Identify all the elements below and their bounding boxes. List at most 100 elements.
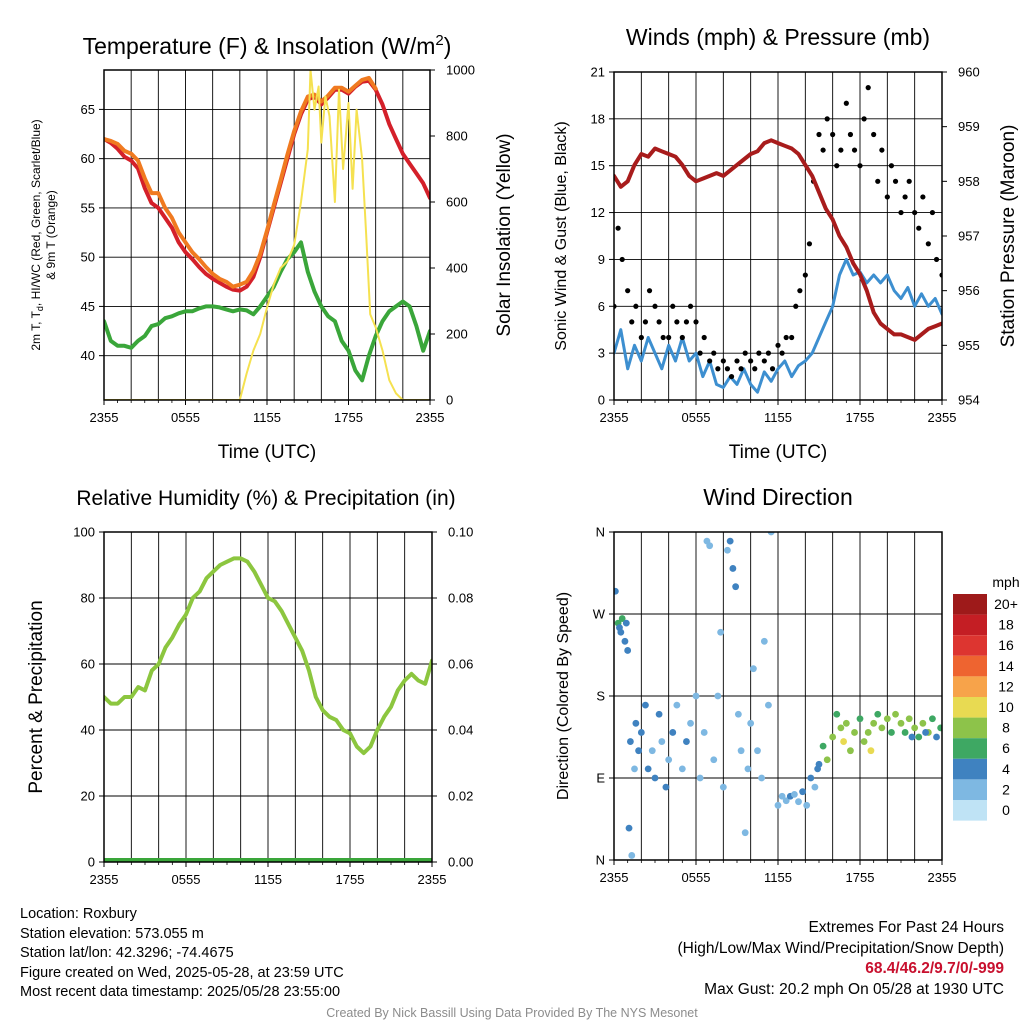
9m-t-line bbox=[104, 75, 378, 289]
colorbar-swatch bbox=[953, 614, 987, 636]
colorbar-label: 12 bbox=[998, 678, 1014, 694]
colorbar-swatch bbox=[953, 717, 987, 739]
x-tick-label: 0555 bbox=[172, 872, 201, 887]
y-tick-label: 50 bbox=[81, 250, 95, 265]
gust-point bbox=[693, 319, 699, 325]
direction-point bbox=[632, 719, 640, 727]
gust-point bbox=[865, 85, 871, 91]
gust-point bbox=[765, 350, 772, 356]
y2-tick-label: 400 bbox=[446, 261, 468, 276]
temperature-title: Temperature (F) & Insolation (W/m2) bbox=[83, 32, 452, 59]
sonic-wind-line bbox=[614, 257, 942, 394]
direction-point bbox=[908, 733, 916, 741]
gust-point bbox=[871, 131, 877, 138]
gust-point bbox=[834, 163, 840, 169]
colorbar-swatch bbox=[953, 779, 987, 800]
direction-point bbox=[724, 546, 731, 554]
y-tick-label: 100 bbox=[73, 525, 95, 540]
direction-point bbox=[614, 587, 619, 595]
direction-point bbox=[811, 783, 819, 791]
colorbar-label: 14 bbox=[998, 658, 1014, 674]
colorbar-swatch bbox=[953, 800, 987, 821]
temperature-ylabel-left-line2: & 9m T (Orange) bbox=[44, 190, 58, 280]
y2-tick-label: 960 bbox=[958, 65, 980, 80]
direction-point bbox=[673, 701, 681, 709]
x-tick-label: 1155 bbox=[254, 872, 282, 887]
direction-grid bbox=[614, 531, 942, 861]
y2-tick-label: 800 bbox=[446, 129, 468, 144]
direction-point bbox=[929, 715, 936, 723]
rh-panel: Relative Humidity (%) & Precipitation (i… bbox=[26, 487, 473, 887]
direction-point bbox=[754, 747, 761, 755]
y2-tick-label: 958 bbox=[958, 174, 980, 189]
temperature-panel: Temperature (F) & Insolation (W/m2) 2355… bbox=[29, 32, 515, 463]
gust-point bbox=[888, 163, 895, 169]
y2-tick-label: 957 bbox=[958, 229, 980, 244]
y2-tick-label: 955 bbox=[958, 338, 980, 353]
gust-point bbox=[652, 303, 658, 309]
gust-point bbox=[789, 334, 795, 341]
y-tick-label: 65 bbox=[81, 102, 95, 117]
x-tick-label: 2355 bbox=[600, 410, 629, 425]
direction-point bbox=[644, 765, 652, 773]
direction-point bbox=[933, 733, 940, 741]
station-pressure-line bbox=[614, 138, 942, 342]
direction-point bbox=[624, 647, 632, 654]
colorbar-swatch bbox=[953, 697, 987, 718]
temperature-ylabel-right: Solar Insolation (Yellow) bbox=[494, 133, 515, 336]
gust-point bbox=[793, 303, 799, 309]
direction-point bbox=[799, 788, 806, 796]
wind-grid bbox=[614, 71, 942, 401]
rh-title: Relative Humidity (%) & Precipitation (i… bbox=[76, 487, 455, 510]
gust-point bbox=[830, 131, 836, 138]
direction-point bbox=[737, 747, 745, 755]
gust-point bbox=[761, 358, 767, 364]
colorbar-label: 10 bbox=[998, 699, 1014, 715]
colorbar-swatch bbox=[953, 676, 987, 697]
wind-xlabel: Time (UTC) bbox=[729, 442, 828, 463]
rh-series bbox=[104, 556, 432, 862]
gust-point bbox=[906, 178, 912, 184]
gust-point bbox=[728, 373, 735, 380]
gust-point bbox=[734, 358, 740, 364]
y-tick-label: 55 bbox=[81, 200, 95, 215]
gust-point bbox=[779, 350, 785, 356]
station-elevation: Station elevation: 573.055 m bbox=[20, 925, 204, 942]
direction-point bbox=[651, 774, 659, 782]
direction-point bbox=[631, 765, 638, 773]
gust-point bbox=[715, 366, 721, 372]
direction-point bbox=[905, 715, 913, 723]
relative-humidity-line bbox=[104, 556, 432, 756]
direction-point bbox=[878, 724, 886, 732]
direction-point bbox=[814, 765, 822, 773]
direction-point bbox=[642, 701, 649, 709]
gust-point bbox=[769, 366, 776, 372]
y2-tick-label: 0.06 bbox=[448, 657, 473, 672]
gust-point bbox=[884, 194, 890, 200]
x-tick-label: 2355 bbox=[600, 870, 629, 885]
x-tick-label: 1155 bbox=[764, 870, 792, 885]
direction-point bbox=[678, 765, 686, 773]
y-tick-label: 45 bbox=[81, 299, 95, 314]
extremes-legend: (High/Low/Max Wind/Precipitation/Snow De… bbox=[677, 939, 1005, 957]
wind-axes: 2355 0555 1155 1755 2355 0 3 6 9 12 15 18 21 954 955 95… bbox=[591, 65, 980, 426]
gust-point bbox=[806, 241, 813, 247]
direction-point bbox=[719, 783, 727, 791]
direction-point bbox=[732, 583, 740, 591]
colorbar-label: 4 bbox=[1002, 761, 1010, 777]
gust-point bbox=[912, 209, 918, 216]
direction-point bbox=[760, 637, 768, 645]
direction-point bbox=[922, 729, 929, 736]
gust-point bbox=[701, 334, 707, 341]
direction-point bbox=[621, 637, 629, 645]
gust-point bbox=[638, 334, 644, 341]
direction-point bbox=[915, 733, 923, 741]
direction-point bbox=[628, 852, 636, 859]
direction-point bbox=[692, 692, 700, 700]
gust-point bbox=[756, 350, 762, 356]
gust-point bbox=[816, 131, 822, 138]
y-tick-label: 12 bbox=[591, 205, 605, 220]
direction-point bbox=[791, 791, 798, 798]
y2-tick-label: 0 bbox=[446, 393, 453, 408]
gust-point bbox=[633, 303, 639, 309]
